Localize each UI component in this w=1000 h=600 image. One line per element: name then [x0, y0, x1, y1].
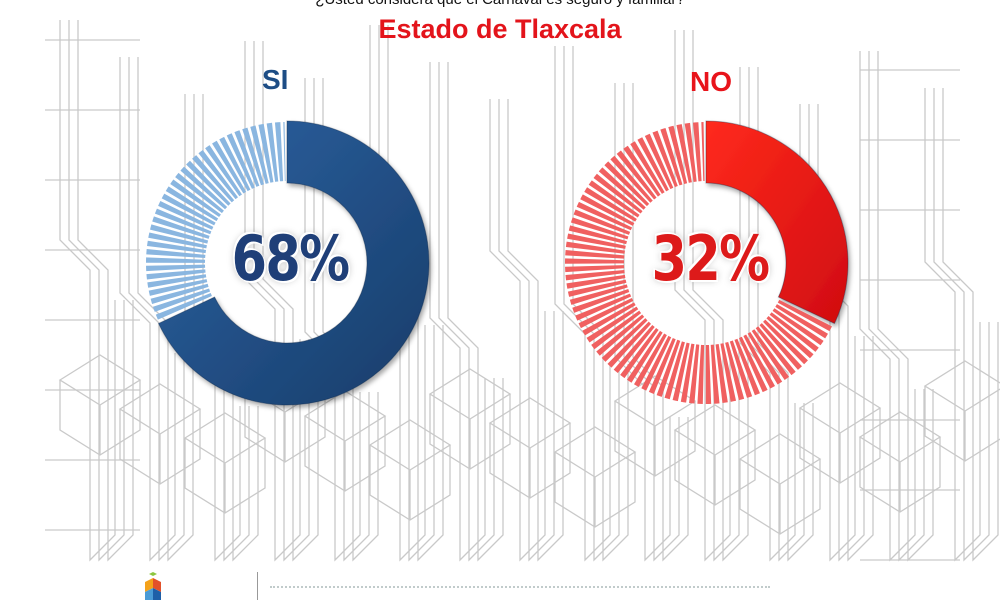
survey-question: ¿Usted considera que el Carnaval es segu… [0, 0, 1000, 8]
si-percentage: 68% [231, 222, 350, 295]
no-slice-main [705, 120, 849, 325]
no-label: NO [690, 66, 732, 97]
si-label: SI [262, 64, 289, 95]
si-slice-rest [146, 122, 286, 320]
no-slice-rest [565, 122, 832, 404]
logo-icon [145, 572, 161, 600]
no-donut [565, 120, 849, 404]
no-percentage: 32% [651, 222, 770, 295]
chart-title: Estado de Tlaxcala [378, 14, 622, 44]
footer-divider [257, 572, 258, 600]
si-donut [146, 120, 430, 406]
footer-text-line [270, 586, 770, 596]
si-slice-main [157, 120, 430, 406]
